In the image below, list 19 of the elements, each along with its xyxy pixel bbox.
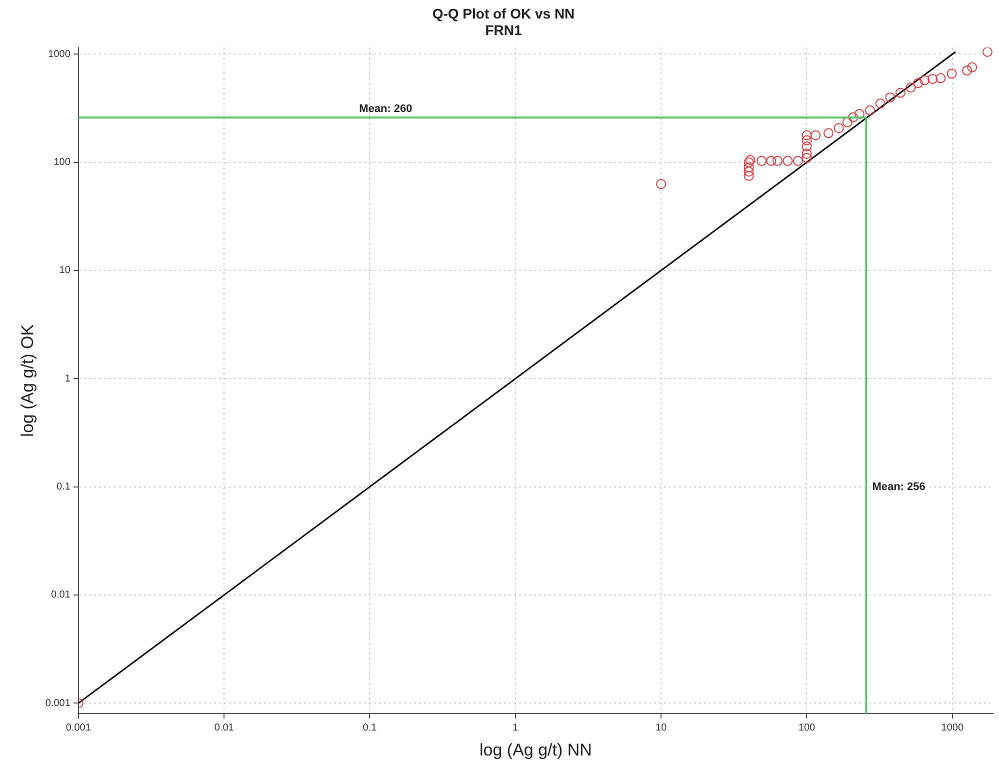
chart-title: Q-Q Plot of OK vs NN [432,5,575,22]
x-tick-label: 100 [798,722,816,734]
y-tick-label: 100 [54,157,71,168]
x-tick-label: 10 [656,722,668,734]
x-axis-title: log (Ag g/t) NN [479,740,592,760]
ref-line-label: Mean: 260 [359,102,412,115]
y-tick-label: 0.001 [45,698,71,709]
x-tick-label: 0.1 [362,722,378,734]
y-tick-label: 1000 [48,48,71,60]
y-tick-label: 0.01 [50,590,71,601]
y-tick-label: 1 [64,373,71,384]
y-tick-label: 0.1 [56,482,71,493]
chart-subtitle: FRN1 [485,22,522,38]
y-tick-label: 10 [59,265,71,276]
x-tick-label: 1000 [941,722,964,734]
y-axis-title: log (Ag g/t) OK [18,324,37,437]
x-tick-label: 1 [512,722,519,734]
x-tick-label: 0.01 [214,722,234,734]
ref-line-label: Mean: 256 [872,481,926,494]
